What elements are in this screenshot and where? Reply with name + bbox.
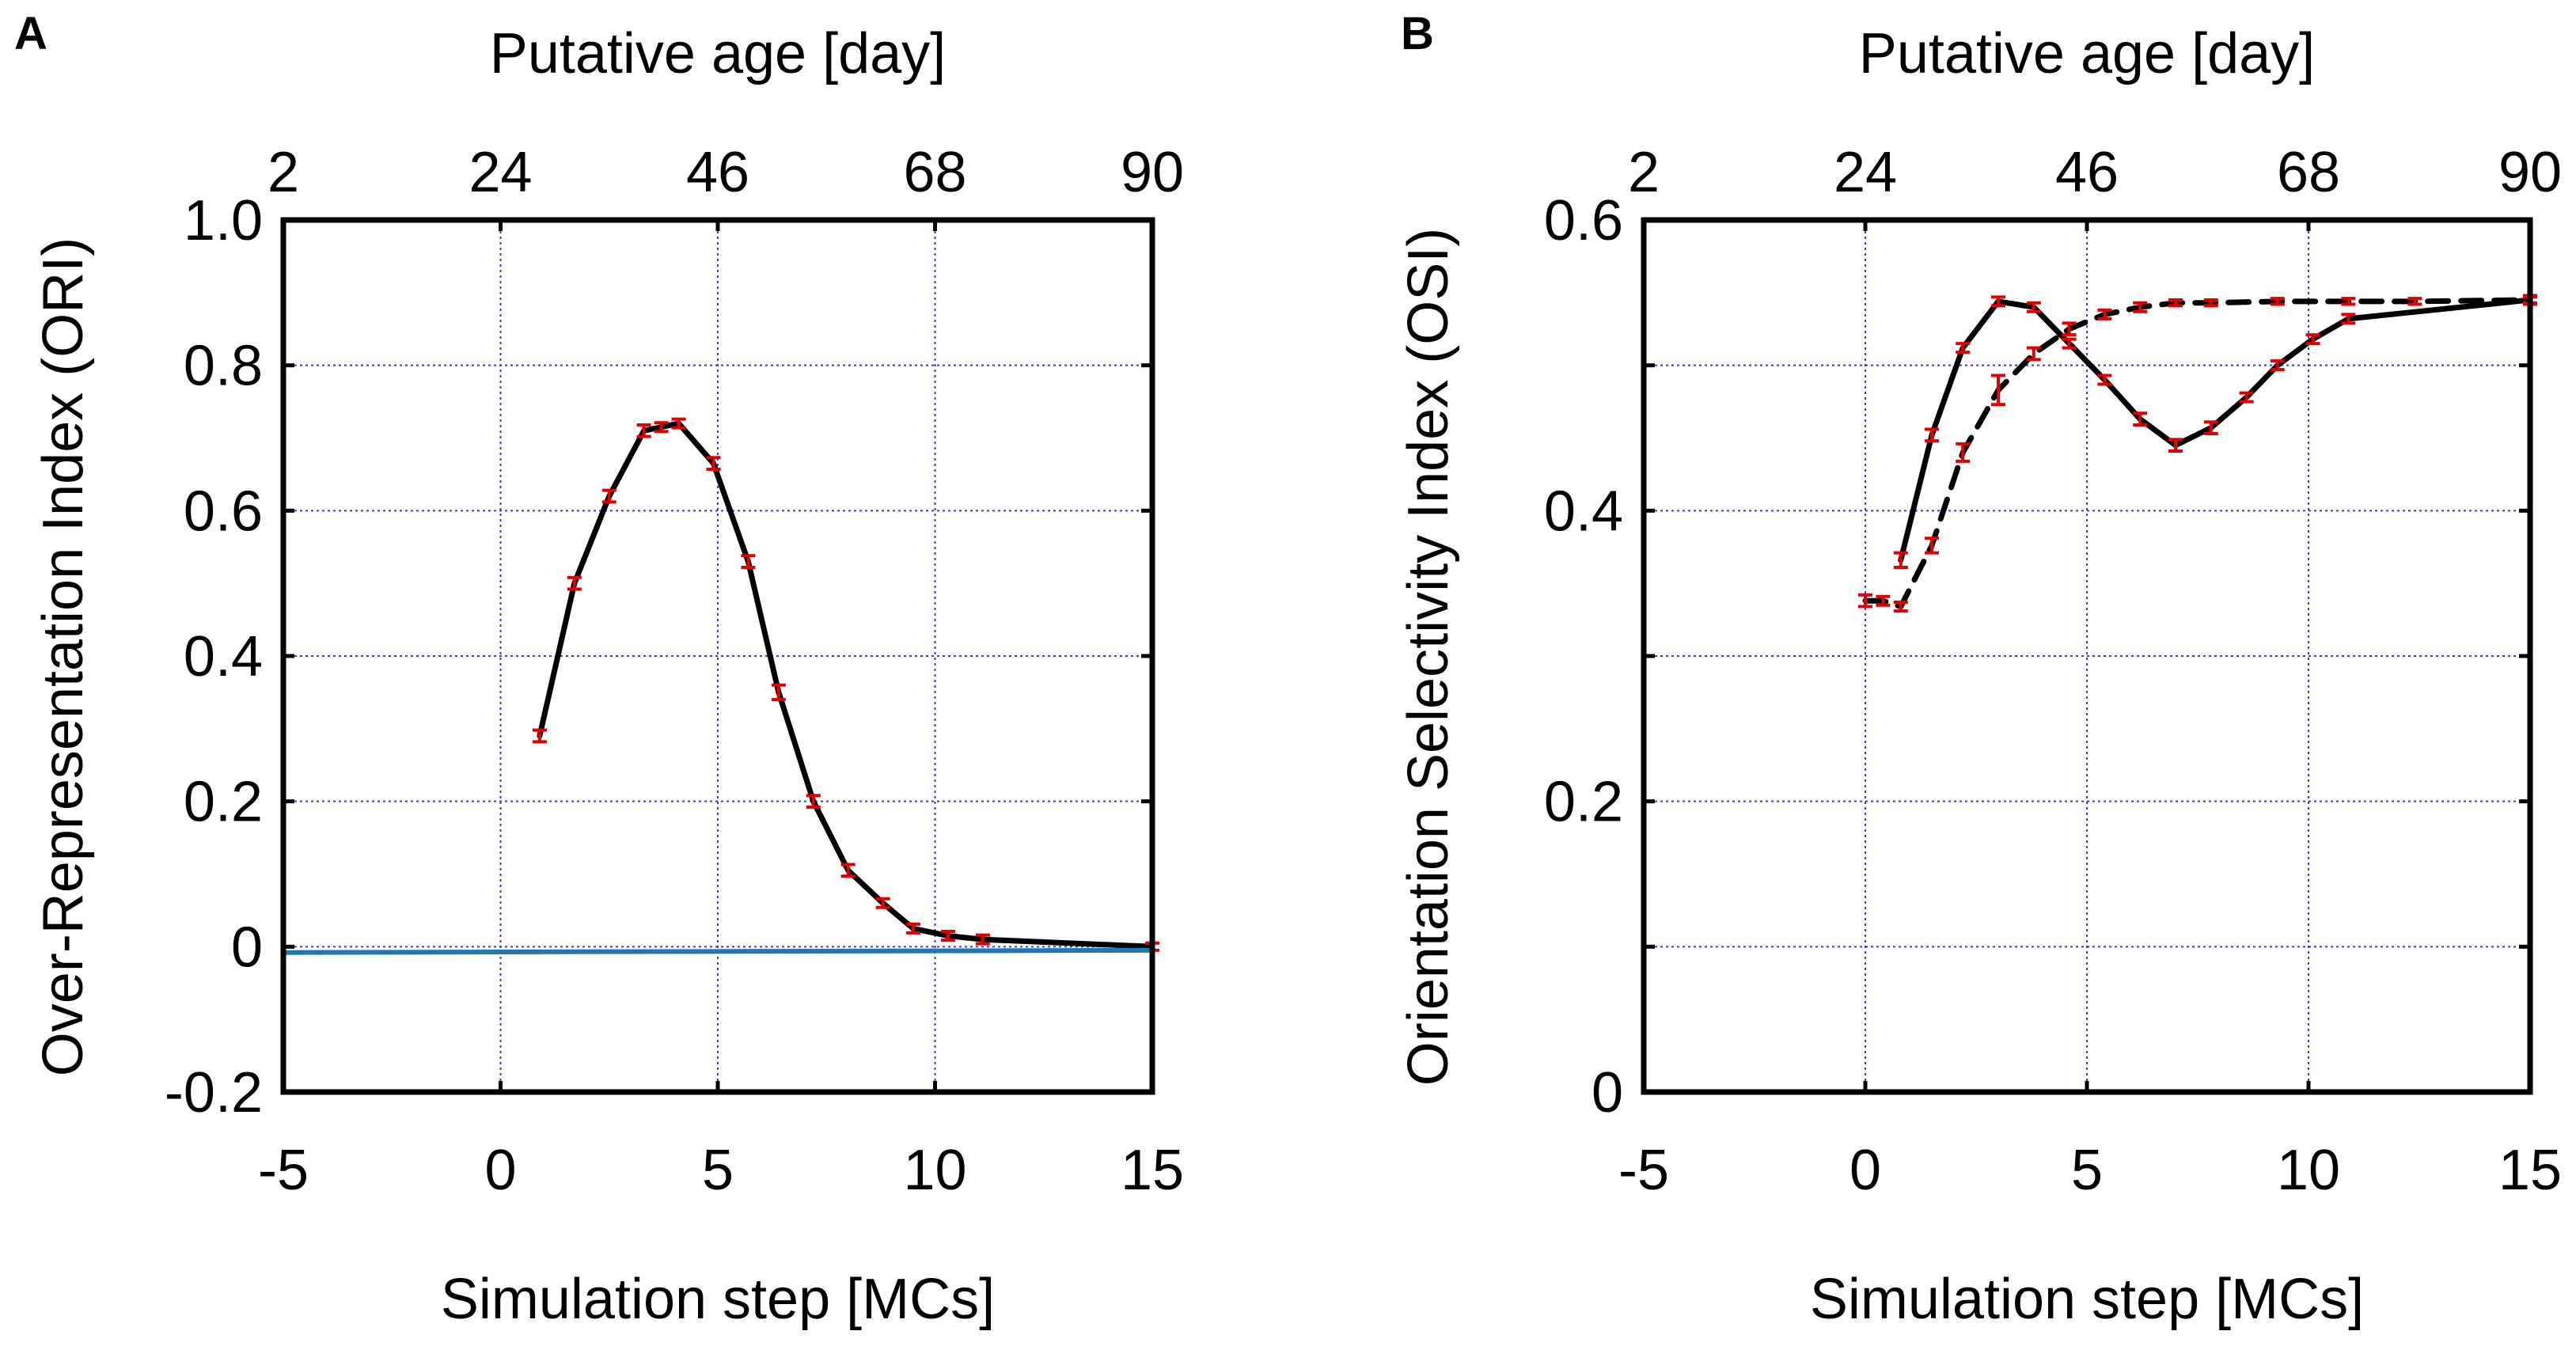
y-tick-label: 0.8 [184, 335, 263, 398]
error-bar [1925, 537, 1939, 555]
error-bar [875, 897, 890, 909]
error-bar [1925, 427, 1939, 443]
x-tick-label: -5 [1618, 1139, 1669, 1202]
x-tick-label: -5 [258, 1139, 309, 1202]
series-line [1862, 297, 2533, 610]
error-bar [1991, 374, 2005, 407]
error-bar [2203, 298, 2218, 308]
error-bar [2133, 301, 2148, 313]
x-tick-label: 10 [903, 1139, 966, 1202]
error-bar [741, 554, 756, 569]
error-bar [2026, 346, 2041, 362]
error-bar [2062, 337, 2077, 350]
plot-frame [280, 217, 1155, 1095]
top-tick-label: 24 [1834, 141, 1897, 204]
y-tick-label: 0.4 [1544, 480, 1623, 543]
error-bar [1956, 342, 1971, 355]
x-axis-title: Simulation step [MCs] [441, 1268, 995, 1331]
y-tick-label: 0 [231, 916, 263, 979]
error-bar [2341, 297, 2356, 306]
error-bar [636, 423, 651, 438]
error-bar [771, 683, 786, 702]
x-tick-label: 15 [1121, 1139, 1184, 1202]
error-bar [840, 863, 856, 878]
x-tick-label: 0 [484, 1139, 516, 1202]
error-bar [706, 456, 721, 471]
error-bar [1858, 593, 1872, 609]
error-bar [671, 417, 686, 430]
y-tick-label: 0.2 [1544, 771, 1623, 834]
series-1 [281, 947, 1155, 955]
y-tick-label: 0.2 [184, 771, 263, 834]
top-tick-label: 90 [1121, 141, 1184, 204]
top-axis-title: Putative age [day] [490, 22, 946, 85]
y-tick-label: 0.4 [184, 625, 263, 688]
top-tick-label: 2 [267, 141, 299, 204]
x-tick-label: 5 [2071, 1139, 2103, 1202]
y-tick-label: 1.0 [184, 189, 263, 252]
error-bar [654, 421, 669, 434]
panel-a: A Putative age [day] Simulation step [MCs]… [14, 8, 1184, 1331]
error-bar [906, 922, 921, 935]
top-tick-label: 46 [686, 141, 749, 204]
x-tick-label: 5 [702, 1139, 734, 1202]
y-axis-title: Orientation Selectivity Index (OSI) [1397, 228, 1460, 1086]
error-bar [2341, 313, 2356, 325]
panel-letter: B [1401, 8, 1434, 59]
error-bar [2062, 321, 2077, 337]
y-tick-label: 0 [1592, 1061, 1623, 1124]
x-tick-label: 10 [2277, 1139, 2340, 1202]
series-0 [1893, 294, 2537, 569]
error-bar [2203, 420, 2218, 435]
y-tick-label: 0.6 [184, 480, 263, 543]
top-tick-label: 90 [2498, 141, 2562, 204]
error-bar [1956, 442, 1971, 463]
error-bar [601, 488, 616, 504]
x-tick-label: 0 [1849, 1139, 1881, 1202]
y-tick-label: -0.2 [165, 1061, 263, 1124]
error-bar [2270, 359, 2285, 372]
error-bar [2097, 374, 2112, 386]
error-bar [1893, 601, 1908, 613]
series-line [281, 947, 1155, 955]
top-tick-label: 46 [2055, 141, 2119, 204]
panel-b: B Putative age [day] Simulation step [MCs]… [1397, 8, 2562, 1331]
series-line [537, 420, 1155, 950]
error-bar [2133, 411, 2148, 427]
top-tick-label: 2 [1628, 141, 1660, 204]
error-bar [2026, 301, 2041, 313]
panel-letter: A [14, 8, 47, 59]
x-tick-label: 15 [2498, 1139, 2562, 1202]
error-bar [532, 728, 547, 744]
top-axis-title: Putative age [day] [1859, 22, 2315, 85]
error-bar [2239, 391, 2254, 404]
error-bar [2270, 297, 2285, 306]
plot-frame [1641, 217, 2533, 1095]
x-axis-title: Simulation step [MCs] [1810, 1268, 2364, 1331]
top-tick-label: 68 [903, 141, 966, 204]
series-0 [532, 417, 1159, 952]
error-bar [2168, 298, 2183, 308]
series-1 [1858, 295, 2537, 613]
error-bar [806, 794, 821, 810]
error-bar [567, 575, 582, 591]
top-tick-label: 24 [469, 141, 532, 204]
error-bar [2168, 438, 2183, 453]
y-axis-title: Over-Representation Index (ORI) [32, 237, 95, 1076]
y-tick-label: 0.6 [1544, 189, 1623, 252]
error-bar [2407, 297, 2422, 306]
error-bar [1876, 594, 1891, 607]
error-bar [2097, 308, 2112, 320]
error-bar [940, 930, 955, 942]
error-bar [975, 933, 990, 946]
top-tick-label: 68 [2277, 141, 2340, 204]
error-bar [2305, 333, 2320, 346]
error-bar [1991, 295, 2005, 308]
series-line [1898, 297, 2533, 563]
error-bar [1893, 551, 1908, 569]
